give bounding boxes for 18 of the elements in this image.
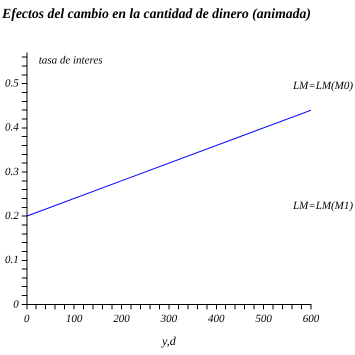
y-tick-label: 0.1 [5,254,19,266]
x-tick-label: 400 [208,312,225,325]
y-tick-label: 0.4 [5,122,20,134]
y-tick-label: 0.3 [5,166,20,178]
x-tick-label: 0 [24,312,30,325]
x-tick-label: 300 [160,312,178,325]
y-tick-label: 0.5 [5,78,20,90]
y-axis-title: tasa de interes [38,54,102,67]
x-tick-label: 600 [302,312,320,325]
annotation: LM=LM(M1) [292,200,354,212]
x-tick-label: 100 [66,312,83,325]
chart-title: Efectos del cambio en la cantidad de dinero (animada) [1,6,311,22]
text: LM=LM(M0) [292,80,354,92]
x-tick-label: 200 [113,312,130,325]
x-tick-label: 500 [255,312,272,325]
x-axis-title: y,d [161,334,177,348]
y-tick-label: 0 [13,298,20,310]
y-tick-label: 0.2 [5,210,20,222]
